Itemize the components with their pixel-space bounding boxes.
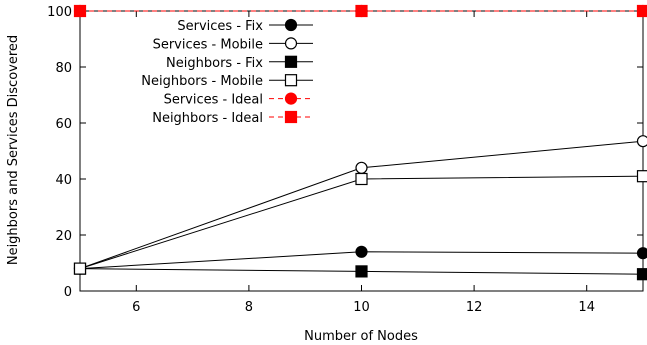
legend-label: Services - Fix xyxy=(177,19,263,34)
data-point xyxy=(636,247,647,260)
legend-item: Neighbors - Ideal xyxy=(152,110,313,126)
x-tick-label: 12 xyxy=(466,300,483,315)
series-5 xyxy=(73,4,647,18)
x-tick-label: 8 xyxy=(245,300,253,315)
data-point xyxy=(73,262,87,275)
data-point xyxy=(355,4,368,18)
y-tick-label: 0 xyxy=(64,285,72,300)
y-axis: 0 20 40 60 80 100 xyxy=(47,5,643,300)
series-2 xyxy=(73,262,647,281)
legend-label: Neighbors - Ideal xyxy=(152,111,263,126)
legend-marker xyxy=(284,110,298,124)
y-tick-label: 80 xyxy=(55,61,72,76)
legend-marker xyxy=(284,18,298,32)
legend-item: Neighbors - Fix xyxy=(166,55,313,71)
legend-item: Services - Ideal xyxy=(164,92,313,108)
y-tick-label: 60 xyxy=(55,117,72,132)
data-point xyxy=(636,170,647,183)
legend-marker xyxy=(284,55,298,68)
legend-item: Neighbors - Mobile xyxy=(141,74,313,89)
data-point xyxy=(73,4,87,18)
data-point xyxy=(355,161,368,174)
legend-marker xyxy=(284,74,298,87)
x-tick-label: 14 xyxy=(578,300,595,315)
y-tick-label: 40 xyxy=(55,173,72,188)
data-point xyxy=(355,245,368,258)
legend: Services - Fix Services - Mobile Neighbors… xyxy=(141,18,313,126)
legend-label: Neighbors - Fix xyxy=(166,56,263,71)
legend-marker xyxy=(284,37,298,50)
data-point xyxy=(636,268,647,281)
y-tick-label: 20 xyxy=(55,229,72,244)
x-axis-title: Number of Nodes xyxy=(304,329,418,344)
series-3 xyxy=(73,170,647,275)
x-axis: 6 8 10 12 14 xyxy=(132,11,595,315)
x-tick-label: 6 xyxy=(132,300,140,315)
legend-label: Services - Ideal xyxy=(164,93,263,108)
legend-item: Services - Mobile xyxy=(153,37,313,52)
y-axis-title: Neighbors and Services Discovered xyxy=(6,35,21,265)
y-tick-label: 100 xyxy=(47,5,72,20)
data-point xyxy=(355,172,368,186)
data-point xyxy=(636,4,647,18)
legend-label: Neighbors - Mobile xyxy=(141,74,263,89)
data-point xyxy=(355,265,368,278)
x-tick-label: 10 xyxy=(353,300,370,315)
legend-label: Services - Mobile xyxy=(153,37,263,52)
data-point xyxy=(636,135,647,148)
legend-item: Services - Fix xyxy=(177,18,313,34)
series-layer xyxy=(73,4,647,281)
legend-marker xyxy=(284,92,298,105)
